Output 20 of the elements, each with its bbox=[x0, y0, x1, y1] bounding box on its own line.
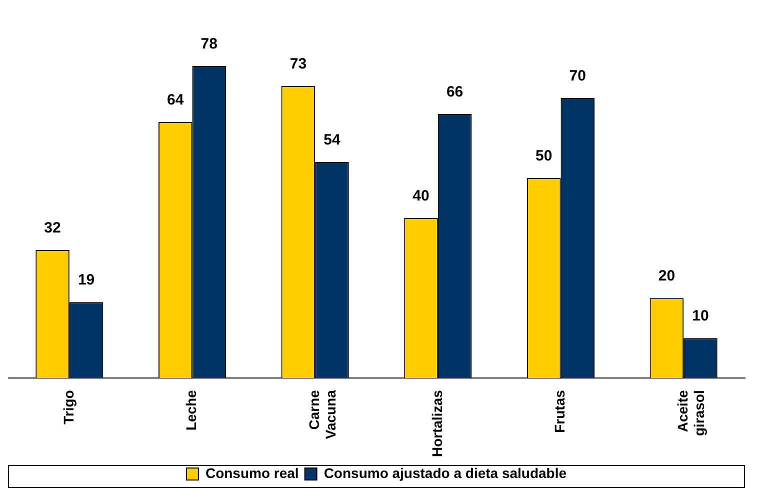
x-tick-label: Hortalizas bbox=[428, 390, 445, 458]
data-label: 32 bbox=[44, 220, 61, 237]
data-label: 50 bbox=[536, 148, 552, 165]
data-label: 20 bbox=[658, 268, 676, 285]
x-tick-label: Carne Vacuna bbox=[306, 390, 339, 440]
x-tick-label: Aceite girasol bbox=[674, 390, 708, 436]
x-tick-label: Frutas bbox=[552, 390, 568, 433]
data-label: 10 bbox=[692, 308, 709, 325]
data-label: 78 bbox=[200, 36, 218, 53]
data-label: 73 bbox=[290, 56, 307, 73]
x-tick-label: Trigo bbox=[60, 390, 76, 424]
data-label: 54 bbox=[324, 132, 341, 149]
x-tick-label: Leche bbox=[183, 390, 200, 431]
legend-label: Consumo ajustado a dieta saludable bbox=[324, 464, 567, 481]
legend-label: Consumo real bbox=[205, 464, 299, 481]
data-label: 19 bbox=[78, 272, 95, 289]
data-label: 66 bbox=[446, 84, 464, 101]
data-label: 70 bbox=[569, 68, 586, 85]
data-label: 64 bbox=[167, 92, 184, 109]
data-label: 40 bbox=[412, 188, 430, 205]
